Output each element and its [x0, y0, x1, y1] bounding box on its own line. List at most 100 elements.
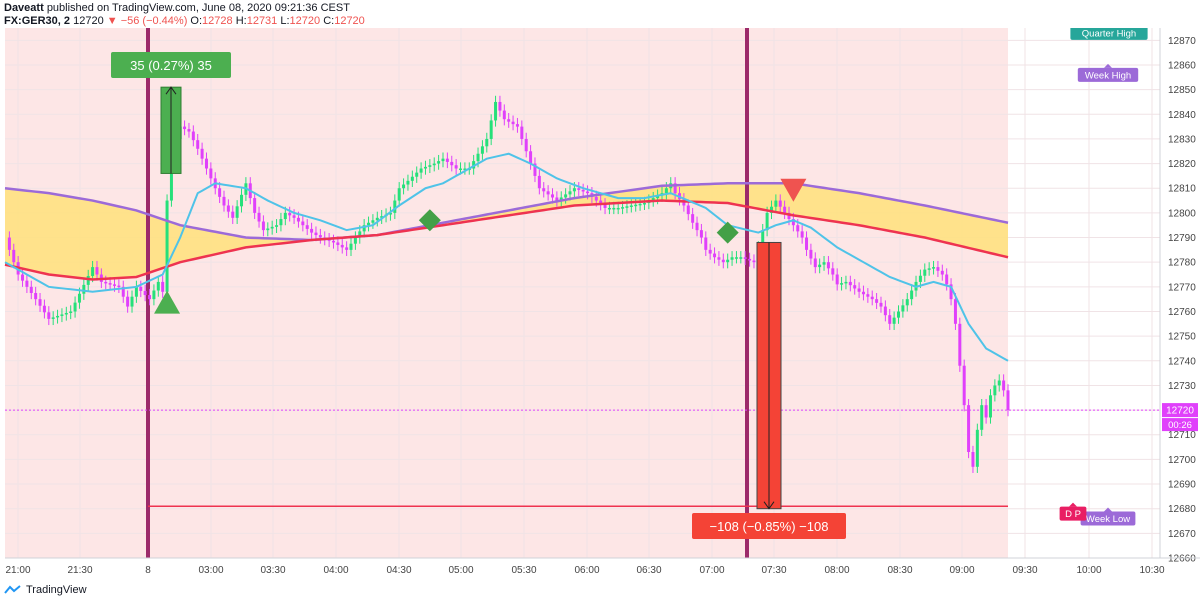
- candle-body: [270, 226, 274, 229]
- price-chart[interactable]: 35 (0.27%) 35 −108 (−0.85%) −108 Quarter H…: [0, 28, 1200, 580]
- x-tick-label: 8: [145, 565, 151, 576]
- x-tick-label: 03:30: [260, 565, 285, 576]
- candle-body: [971, 452, 975, 467]
- candle-body: [367, 222, 371, 226]
- x-tick-label: 08:30: [887, 565, 912, 576]
- candle-body: [283, 212, 287, 220]
- candle-body: [12, 249, 16, 263]
- candle-body: [459, 168, 463, 171]
- candle-body: [511, 121, 515, 125]
- candle-body: [656, 195, 660, 199]
- candle-body: [463, 168, 467, 171]
- candle-body: [275, 225, 279, 227]
- candle-body: [301, 221, 305, 226]
- down-arrow-icon: ▼: [106, 15, 118, 27]
- candle-body: [419, 168, 423, 173]
- candle-body: [945, 274, 949, 285]
- long-arrow-head-icon: [165, 86, 177, 95]
- candle-body: [879, 302, 883, 307]
- footer-brand[interactable]: TradingView: [26, 584, 87, 596]
- candle-body: [892, 317, 896, 324]
- candle-body: [980, 405, 984, 430]
- candle-body: [196, 140, 200, 149]
- candle-body: [932, 267, 936, 269]
- candle-body: [910, 290, 914, 300]
- x-tick-label: 04:00: [323, 565, 348, 576]
- candle-body: [791, 219, 795, 226]
- y-tick-label: 12710: [1168, 430, 1196, 441]
- candle-body: [21, 274, 25, 281]
- symbol-info: FX:GER30, 2 12720 ▼ −56 (−0.44%) O:12728…: [4, 15, 365, 28]
- price-axis-bg: [1160, 28, 1200, 558]
- candle-body: [29, 286, 33, 293]
- candle-body: [713, 253, 717, 258]
- candle-body: [95, 267, 99, 275]
- tradingview-logo-icon: [4, 585, 21, 594]
- x-tick-label: 07:00: [699, 565, 724, 576]
- candle-body: [870, 296, 874, 300]
- candle-body: [161, 281, 165, 292]
- candle-body: [507, 119, 511, 122]
- candle-body: [529, 151, 533, 164]
- candle-body: [148, 295, 152, 300]
- candle-body: [25, 280, 29, 287]
- y-tick-label: 12770: [1168, 282, 1196, 293]
- candle-body: [139, 286, 143, 291]
- published-text: published on TradingView.com, June 08, 2…: [46, 2, 350, 14]
- y-tick-label: 12670: [1168, 529, 1196, 540]
- y-tick-label: 12840: [1168, 110, 1196, 121]
- candle-body: [7, 237, 11, 250]
- buy-triangle-icon: [154, 290, 181, 314]
- candle-body: [204, 158, 208, 169]
- y-tick-label: 12780: [1168, 258, 1196, 269]
- candle-body: [949, 284, 953, 300]
- candle-body: [651, 198, 655, 201]
- candle-body: [1006, 390, 1010, 411]
- level-pointer-icon: [1069, 502, 1077, 507]
- y-tick-label: 12690: [1168, 480, 1196, 491]
- candle-body: [577, 188, 581, 190]
- candle-body: [349, 243, 353, 250]
- candle-body: [848, 281, 852, 286]
- y-tick-label: 12860: [1168, 60, 1196, 71]
- candle-body: [296, 217, 300, 222]
- candle-body: [397, 188, 401, 201]
- change-value: −56 (−0.44%): [120, 15, 188, 27]
- author-name[interactable]: Daveatt: [4, 2, 44, 14]
- candle-body: [187, 129, 191, 132]
- candle-body: [331, 240, 335, 243]
- candle-body: [393, 200, 397, 213]
- candle-body: [310, 228, 314, 233]
- level-label: Week Low: [1086, 514, 1130, 525]
- candle-body: [883, 306, 887, 316]
- short-position-label: −108 (−0.85%) −108: [710, 519, 829, 534]
- candle-body: [730, 257, 734, 260]
- candle-body: [581, 189, 585, 192]
- candle-body: [809, 249, 813, 259]
- candle-body: [235, 206, 239, 218]
- candle-body: [38, 299, 42, 306]
- candle-body: [253, 198, 257, 213]
- y-tick-label: 12700: [1168, 455, 1196, 466]
- candle-body: [498, 101, 502, 111]
- short-position-label-bg: [692, 513, 846, 539]
- candle-body: [607, 207, 611, 210]
- candle-body: [940, 270, 944, 275]
- candle-body: [305, 225, 309, 229]
- candle-body: [555, 197, 559, 201]
- candle-body: [60, 314, 64, 316]
- candle-body: [967, 405, 971, 452]
- candle-body: [726, 259, 730, 263]
- candle-body: [805, 237, 809, 250]
- candle-body: [748, 258, 752, 261]
- candle-body: [126, 296, 130, 307]
- candle-body: [826, 262, 830, 269]
- candle-body: [288, 212, 292, 216]
- short-arrow-head-icon: [763, 501, 775, 510]
- candle-body: [542, 188, 546, 192]
- level-label-bg: [1059, 506, 1087, 521]
- x-tick-label: 08:00: [824, 565, 849, 576]
- sell-triangle-icon: [780, 178, 807, 202]
- current-price-tag: 12720: [1166, 406, 1194, 417]
- x-tick-label: 05:00: [448, 565, 473, 576]
